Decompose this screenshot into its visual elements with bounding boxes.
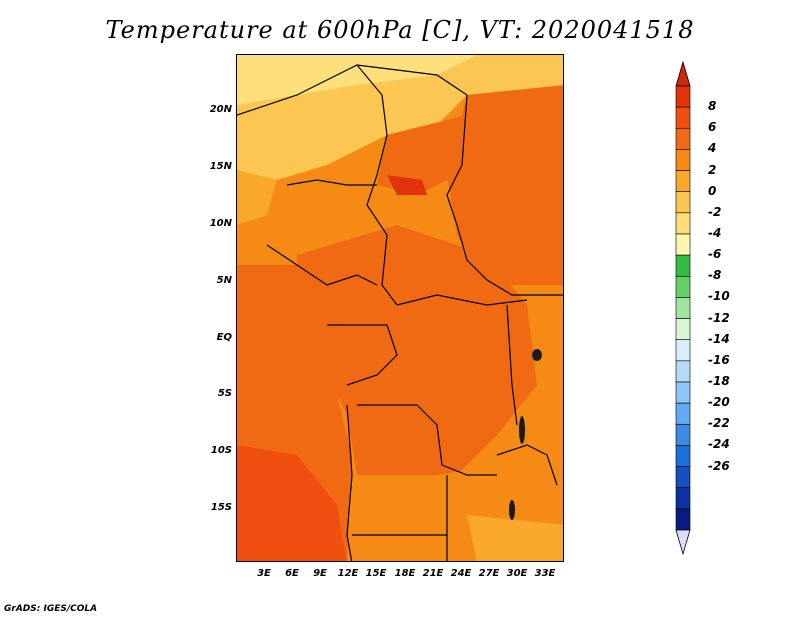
colorbar-swatch bbox=[675, 466, 691, 489]
colorbar-swatch bbox=[675, 127, 691, 150]
colorbar-label: -26 bbox=[708, 458, 730, 473]
field-north-coolest bbox=[237, 55, 477, 105]
colorbar-label: 4 bbox=[708, 141, 717, 156]
colorbar bbox=[675, 60, 691, 556]
field-south-cool bbox=[467, 515, 563, 561]
temperature-field bbox=[237, 55, 563, 561]
colorbar-swatch bbox=[675, 318, 691, 341]
colorbar-top-arrow bbox=[675, 60, 691, 87]
colorbar-swatch bbox=[675, 106, 691, 129]
field-central-warm bbox=[297, 225, 537, 475]
colorbar-label: 8 bbox=[708, 99, 717, 114]
y-tick-label: EQ bbox=[216, 332, 232, 343]
colorbar-label: -10 bbox=[708, 289, 730, 304]
y-tick-label: 10N bbox=[209, 218, 232, 229]
colorbar-swatch bbox=[675, 149, 691, 171]
colorbar-label: 0 bbox=[708, 183, 717, 198]
colorbar-swatch bbox=[675, 402, 691, 425]
colorbar-label: 6 bbox=[708, 120, 717, 135]
y-tick-label: 10S bbox=[210, 445, 232, 456]
grads-credit: GrADS: IGES/COLA bbox=[4, 604, 98, 614]
field-east-warm bbox=[447, 85, 563, 285]
colorbar-swatch bbox=[675, 254, 691, 277]
colorbar-label: -8 bbox=[708, 268, 722, 283]
colorbar-label: -4 bbox=[708, 226, 722, 240]
field-hot-spot bbox=[387, 175, 427, 195]
colorbar-label: -16 bbox=[708, 352, 730, 367]
colorbar-label: 2 bbox=[708, 162, 717, 177]
colorbar-bottom-arrow bbox=[675, 529, 691, 556]
x-tick-label: 6E bbox=[285, 568, 299, 579]
colorbar-swatch bbox=[675, 297, 691, 319]
colorbar-label: -24 bbox=[708, 437, 730, 452]
field-chad-warm bbox=[377, 115, 467, 195]
lakes bbox=[509, 349, 542, 520]
colorbar-label: -22 bbox=[708, 416, 730, 431]
colorbar-swatch bbox=[675, 212, 691, 235]
colorbar-swatch bbox=[675, 170, 691, 193]
colorbar-label: -6 bbox=[708, 247, 722, 262]
x-tick-label: 15E bbox=[365, 568, 387, 579]
colorbar-label: -12 bbox=[708, 310, 730, 325]
country-borders bbox=[237, 64, 563, 561]
colorbar-label: -20 bbox=[708, 395, 730, 410]
y-tick-label: 5N bbox=[216, 275, 232, 286]
colorbar-swatch bbox=[675, 445, 691, 467]
temperature-map bbox=[236, 54, 564, 562]
x-tick-label: 9E bbox=[313, 568, 327, 579]
colorbar-swatch bbox=[675, 85, 691, 108]
field-west-mild bbox=[237, 170, 277, 225]
y-tick-label: 15N bbox=[209, 161, 232, 172]
colorbar-swatch bbox=[675, 233, 691, 256]
colorbar-label: -2 bbox=[708, 204, 722, 219]
colorbar-swatch bbox=[675, 275, 691, 298]
colorbar-swatch bbox=[675, 423, 691, 446]
field-ocean-hot bbox=[237, 445, 347, 561]
x-tick-label: 33E bbox=[534, 568, 556, 579]
colorbar-label: -18 bbox=[708, 374, 730, 388]
y-tick-label: 20N bbox=[209, 104, 232, 115]
map-title: Temperature at 600hPa [C], VT: 202004151… bbox=[105, 16, 695, 44]
colorbar-swatch bbox=[675, 360, 691, 383]
x-tick-label: 18E bbox=[394, 568, 416, 579]
x-tick-label: 12E bbox=[337, 568, 359, 579]
x-tick-label: 21E bbox=[422, 568, 444, 579]
colorbar-swatch bbox=[675, 487, 691, 510]
y-tick-label: 5S bbox=[217, 388, 232, 399]
colorbar-label: -14 bbox=[708, 331, 730, 346]
x-tick-label: 24E bbox=[450, 568, 472, 579]
colorbar-swatch bbox=[675, 508, 691, 531]
colorbar-swatch bbox=[675, 381, 691, 404]
x-tick-label: 3E bbox=[257, 568, 271, 579]
x-tick-label: 30E bbox=[506, 568, 528, 579]
x-tick-label: 27E bbox=[478, 568, 500, 579]
y-tick-label: 15S bbox=[210, 502, 232, 513]
colorbar-swatch bbox=[675, 339, 691, 362]
colorbar-swatch bbox=[675, 191, 691, 214]
